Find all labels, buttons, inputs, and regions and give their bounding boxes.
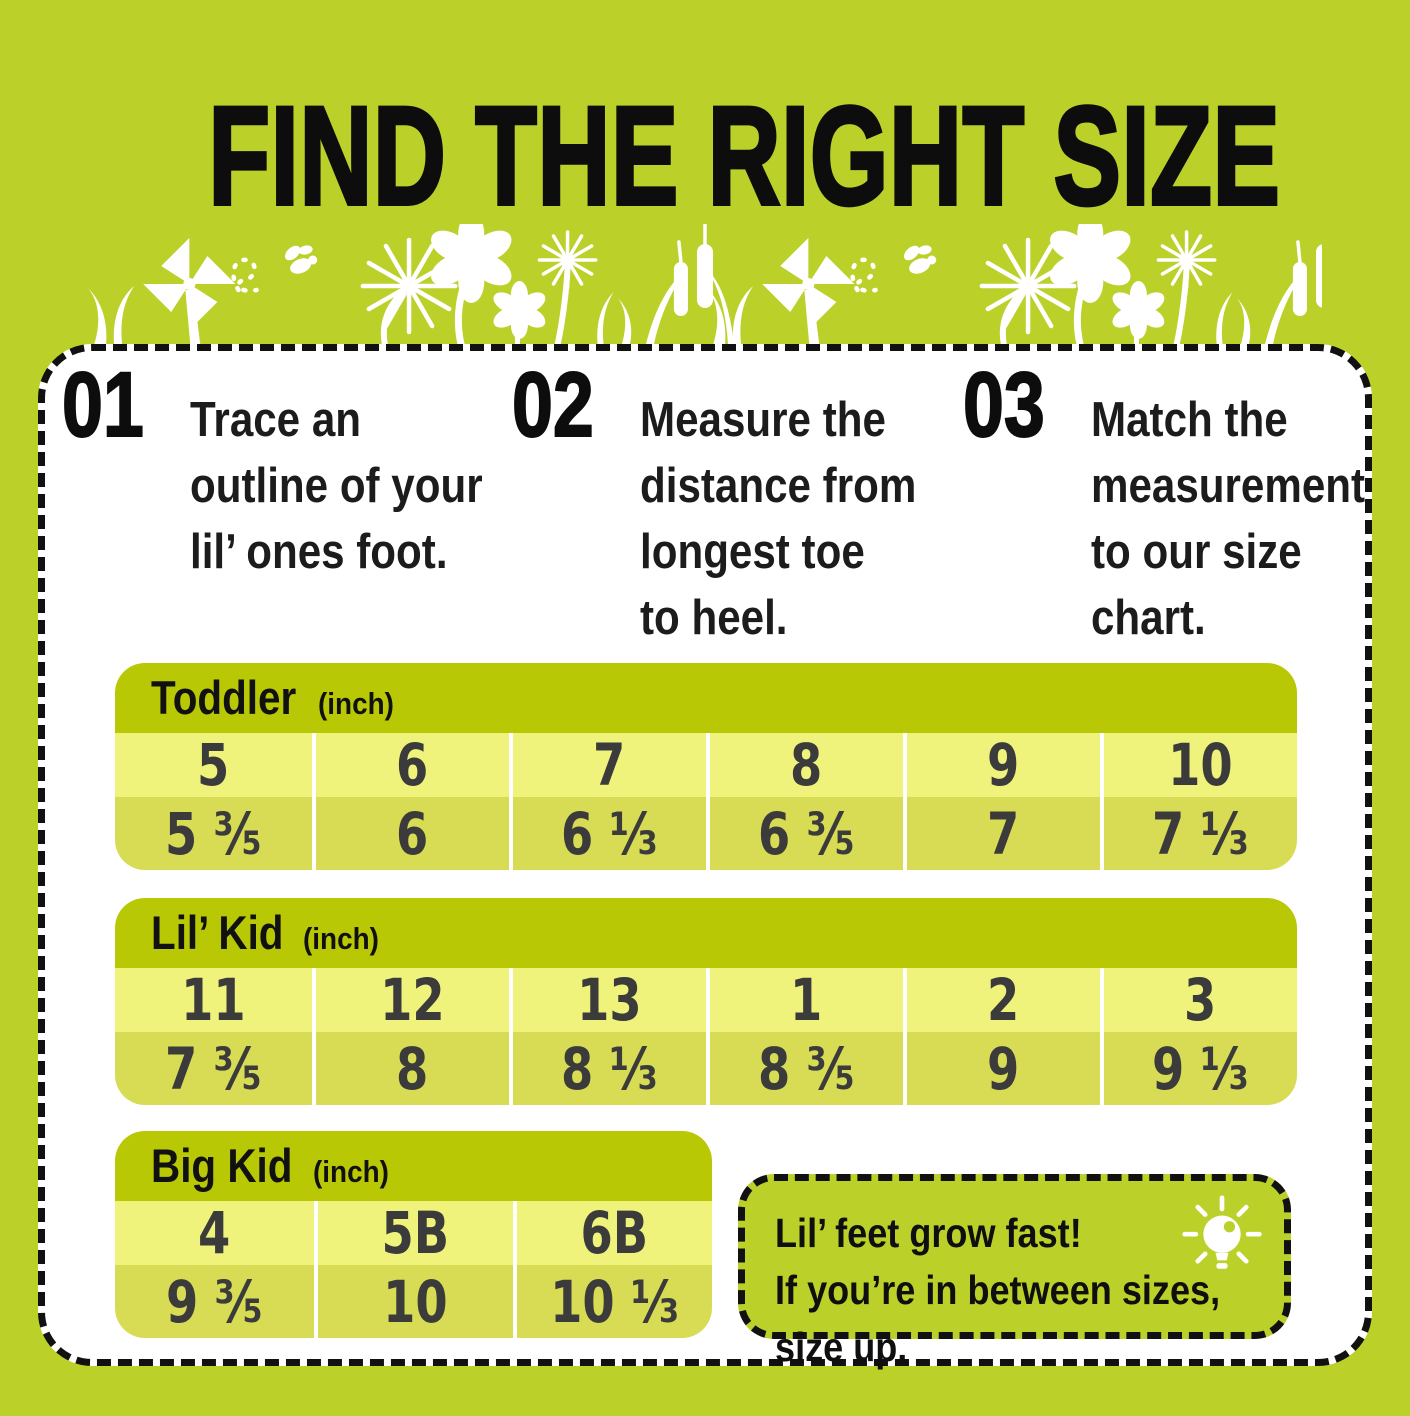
step-3-number: 03	[962, 354, 1045, 456]
inch-cell: 9 ⅗	[166, 1267, 263, 1336]
size-cell: 1	[706, 968, 903, 1032]
inch-row: 5 ⅗ 6 6 ⅓ 6 ⅗ 7 7 ⅓	[115, 797, 1297, 870]
inch-cell: 9	[903, 1032, 1100, 1105]
inch-cell: 8	[312, 1032, 509, 1105]
size-row: 5 6 7 8 9 10	[115, 733, 1297, 797]
inch-cell: 10 ⅓	[513, 1265, 712, 1338]
size-cell: 12	[312, 968, 509, 1032]
size-cell: 2	[903, 968, 1100, 1032]
size-cell: 13	[509, 968, 706, 1032]
size-table-toddler: Toddler (inch) 5 6 7 8 9 10 5 ⅗ 6 6 ⅓ 6 …	[115, 663, 1297, 870]
table-title: Big Kid	[151, 1139, 293, 1192]
table-header: Lil’ Kid (inch)	[115, 898, 1297, 968]
inch-cell: 7 ⅗	[165, 1034, 262, 1103]
size-cell: 4	[198, 1199, 231, 1267]
size-cell: 8	[706, 733, 903, 797]
page-title: FIND THE RIGHT SIZE	[207, 77, 1281, 234]
inch-cell: 6 ⅗	[706, 797, 903, 870]
size-cell: 5B	[314, 1201, 513, 1265]
size-row: 11 12 13 1 2 3	[115, 968, 1297, 1032]
inch-row: 7 ⅗ 8 8 ⅓ 8 ⅗ 9 9 ⅓	[115, 1032, 1297, 1105]
inch-cell: 6	[312, 797, 509, 870]
step-2-text: Measure the distance from longest toe to…	[640, 393, 917, 645]
inch-cell: 7	[903, 797, 1100, 870]
inch-cell: 8 ⅗	[706, 1032, 903, 1105]
size-cell: 7	[509, 733, 706, 797]
table-header: Big Kid (inch)	[115, 1131, 712, 1201]
size-cell: 5	[197, 731, 230, 799]
tip-text: Lil’ feet grow fast! If you’re in betwee…	[775, 1210, 1221, 1370]
size-cell: 10	[1100, 733, 1297, 797]
inch-cell: 6 ⅓	[509, 797, 706, 870]
lightbulb-icon	[1182, 1195, 1262, 1269]
table-unit: (inch)	[303, 921, 379, 956]
table-title: Lil’ Kid	[151, 906, 284, 959]
inch-cell: 10	[314, 1265, 513, 1338]
step-1-number: 01	[61, 354, 144, 456]
table-title: Toddler	[151, 671, 297, 724]
step-1-text: Trace an outline of your lil’ ones foot.	[190, 393, 483, 579]
size-row: 4 5B 6B	[115, 1201, 712, 1265]
step-1: 01 Trace an outline of your lil’ ones fo…	[61, 354, 620, 585]
size-cell: 6	[312, 733, 509, 797]
step-3: 03 Match the measurement to our size cha…	[962, 354, 1410, 651]
size-table-lil-kid: Lil’ Kid (inch) 11 12 13 1 2 3 7 ⅗ 8 8 ⅓…	[115, 898, 1297, 1105]
size-cell: 9	[903, 733, 1100, 797]
table-unit: (inch)	[317, 686, 394, 721]
inch-cell: 9 ⅓	[1100, 1032, 1297, 1105]
meadow-border-decoration	[88, 224, 1322, 345]
inch-cell: 7 ⅓	[1100, 797, 1297, 870]
inch-cell: 8 ⅓	[509, 1032, 706, 1105]
size-cell: 6B	[513, 1201, 712, 1265]
step-2-number: 02	[511, 354, 594, 456]
inch-cell: 5 ⅗	[165, 799, 262, 868]
size-cell: 11	[181, 966, 246, 1034]
table-unit: (inch)	[313, 1154, 390, 1189]
table-header: Toddler (inch)	[115, 663, 1297, 733]
step-3-text: Match the measurement to our size chart.	[1091, 393, 1366, 645]
size-cell: 3	[1100, 968, 1297, 1032]
inch-row: 9 ⅗ 10 10 ⅓	[115, 1265, 712, 1338]
size-table-big-kid: Big Kid (inch) 4 5B 6B 9 ⅗ 10 10 ⅓	[115, 1131, 712, 1338]
step-2: 02 Measure the distance from longest toe…	[511, 354, 1070, 651]
tip-box: Lil’ feet grow fast! If you’re in betwee…	[738, 1174, 1291, 1370]
page-title-wrap: FIND THE RIGHT SIZE	[0, 77, 1410, 234]
